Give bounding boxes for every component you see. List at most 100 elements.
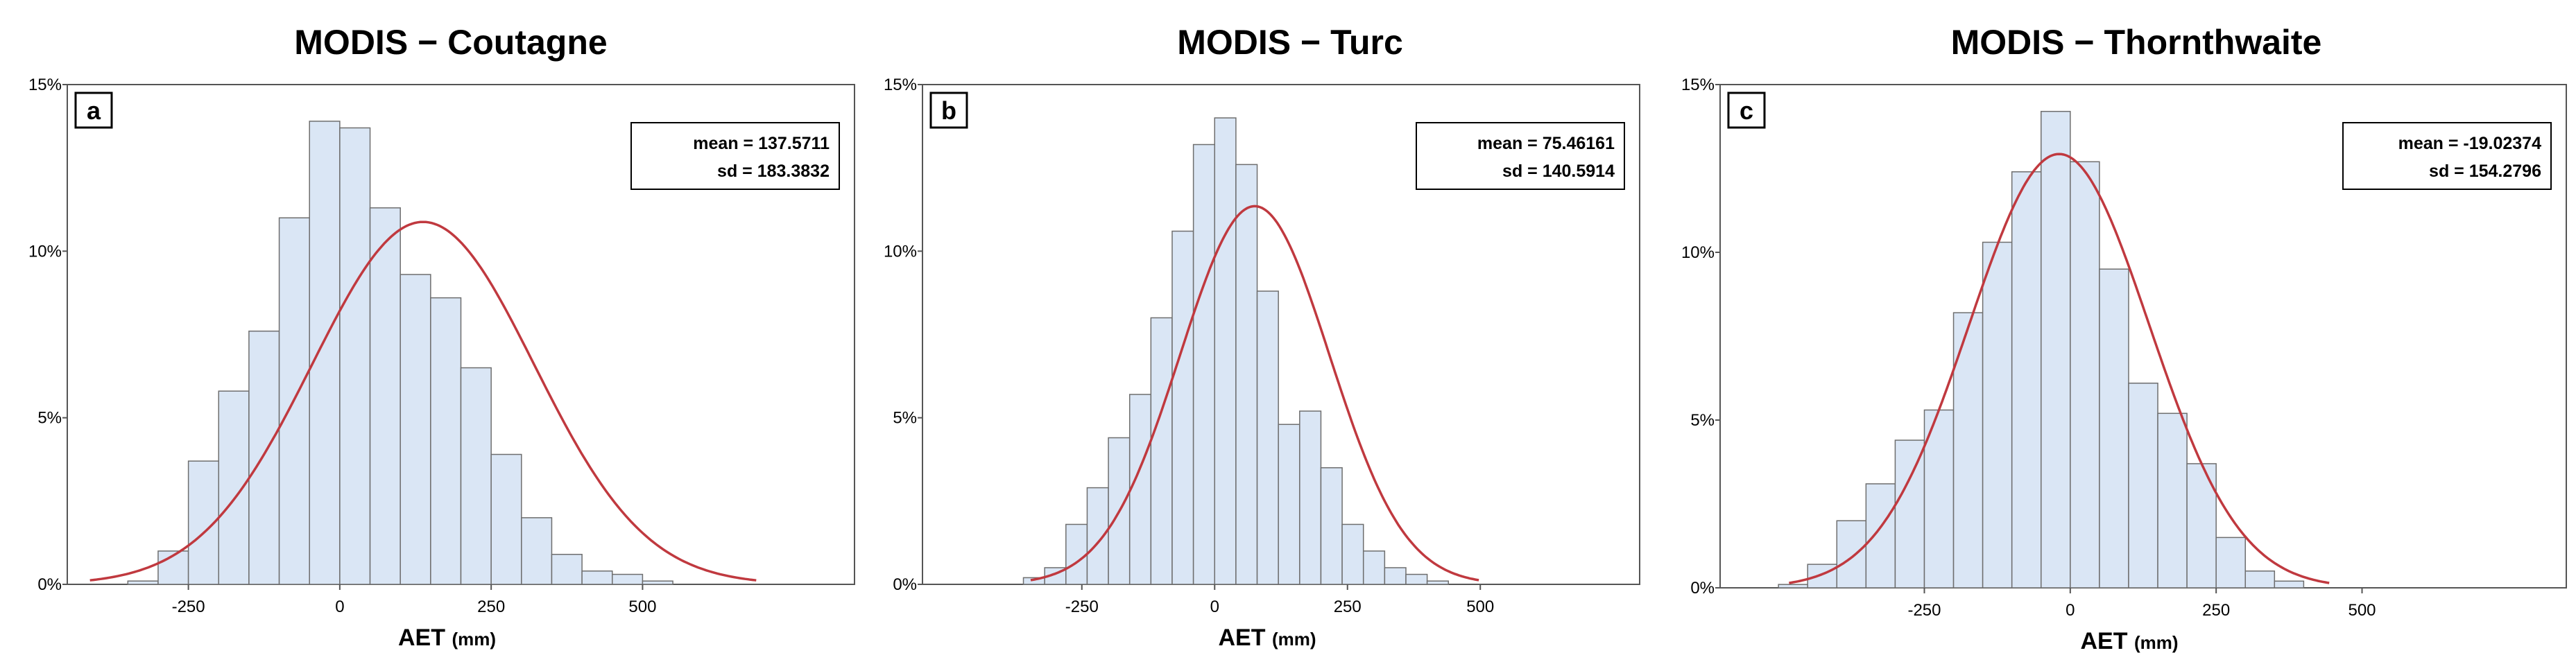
histogram-bar [1341, 523, 1364, 585]
histogram-bar [1086, 487, 1109, 585]
x-tick-label: -250 [1065, 598, 1099, 616]
y-tick-label: 15% [1681, 76, 1715, 94]
histogram-bar [1778, 584, 1808, 589]
histogram-bar [1278, 424, 1300, 585]
histogram-bar [127, 580, 159, 585]
panel-letter-box [929, 92, 968, 129]
x-tick-label: 0 [1210, 598, 1219, 616]
panel-letter-box [1727, 92, 1766, 129]
x-tick-label: 500 [1466, 598, 1494, 616]
x-axis-label-name: AET [1218, 625, 1271, 651]
y-tick-label: 15% [28, 76, 62, 94]
histogram-bar [1065, 523, 1088, 585]
histogram-bar [490, 453, 522, 585]
chart-title: MODIS − Thornthwaite [1951, 23, 2322, 62]
histogram-bar [1214, 117, 1237, 585]
x-tick-label: 500 [628, 598, 656, 616]
y-tick-label: 0% [37, 575, 62, 594]
histogram-bar [2215, 537, 2246, 589]
histogram-bar [309, 121, 341, 585]
x-tick-label: -250 [172, 598, 205, 616]
histogram-bar [1923, 409, 1955, 589]
histogram-bar [1982, 241, 2013, 589]
histogram-bar [1865, 483, 1896, 589]
histogram-bar [1150, 317, 1173, 585]
histogram-bar [2128, 383, 2158, 589]
panel-letter: c [1740, 96, 1753, 125]
histogram-bar [218, 390, 250, 585]
x-tick-label: 0 [2066, 601, 2075, 620]
x-axis-label: AET (mm) [1218, 625, 1316, 651]
y-tick-label: 5% [37, 409, 62, 428]
histogram-bar [1894, 439, 1925, 589]
stat-sd: sd = 140.5914 [1502, 162, 1615, 181]
normal-curve [1789, 152, 2330, 584]
histogram-bar [581, 570, 613, 585]
histogram-bar [460, 367, 492, 585]
histogram-bar [1192, 143, 1216, 585]
histogram-bar [1320, 467, 1343, 585]
x-tick-label: 250 [477, 598, 505, 616]
x-axis-label: AET (mm) [398, 625, 496, 651]
y-tick-label: 0% [893, 575, 917, 594]
stat-mean: mean = 137.5711 [693, 134, 830, 153]
x-tick-label: 250 [2202, 601, 2230, 620]
histogram-bar [2157, 412, 2188, 589]
histogram-bar [248, 330, 280, 585]
panel-letter-box [74, 92, 113, 129]
histogram-bar [430, 297, 462, 585]
y-tick-label: 0% [1690, 579, 1715, 598]
x-axis-label-unit: (mm) [452, 629, 496, 650]
histogram-bar [1807, 564, 1838, 589]
stats-box [1416, 122, 1625, 190]
histogram-bar [1362, 550, 1386, 585]
stat-sd: sd = 154.2796 [2429, 162, 2541, 181]
panel-letter: b [941, 96, 956, 125]
histogram-bar [1235, 164, 1258, 585]
histogram-bar [2244, 570, 2276, 589]
y-tick-label: 10% [28, 242, 62, 261]
chart-panel-a: MODIS − Coutagne 0% 5% 10% 15% -250 0 250 500 AET… [28, 23, 855, 651]
histogram-bar [2070, 161, 2100, 589]
chart-panel-b: MODIS − Turc 0% 5% 10% 15% -250 0 250 500 AET (mm… [884, 23, 1640, 651]
chart-title: MODIS − Turc [1177, 23, 1403, 62]
histogram-bar [551, 553, 583, 585]
histogram-bar [2099, 268, 2129, 589]
x-axis-label-name: AET [2080, 628, 2133, 654]
histogram-bar [339, 127, 371, 585]
stat-mean: mean = -19.02374 [2398, 134, 2541, 153]
stat-mean: mean = 75.46161 [1477, 134, 1615, 153]
x-axis-label-unit: (mm) [2134, 632, 2179, 653]
histogram-bar [1384, 567, 1407, 585]
normal-curve [1030, 204, 1479, 582]
stats-box [630, 122, 840, 190]
histogram-bar [612, 573, 644, 585]
histogram-bar [2274, 580, 2305, 589]
y-tick-label: 5% [1690, 411, 1715, 430]
chart-panel-c: MODIS − Thornthwaite 0% 5% 10% 15% -250 0 250 50… [1681, 23, 2567, 654]
histogram-bar [369, 207, 401, 585]
normal-curve [89, 220, 757, 582]
y-tick-label: 10% [884, 242, 917, 261]
histogram-bar [1405, 573, 1428, 585]
histogram-bar [400, 274, 431, 585]
histogram-bar [1171, 230, 1194, 585]
x-tick-label: 500 [2348, 601, 2376, 620]
y-tick-label: 5% [893, 409, 917, 428]
histogram-bar [642, 580, 673, 585]
histogram-bar [1256, 290, 1279, 585]
histogram-bar [1426, 580, 1450, 585]
stat-sd: sd = 183.3832 [717, 162, 830, 181]
x-tick-label: 0 [335, 598, 344, 616]
histogram-bar [1299, 410, 1322, 585]
x-axis-label-unit: (mm) [1272, 629, 1316, 650]
x-tick-label: -250 [1907, 601, 1941, 620]
x-axis-label: AET (mm) [2080, 628, 2178, 654]
x-axis-label-name: AET [398, 625, 452, 651]
histogram-bar [1836, 520, 1867, 589]
y-tick-label: 15% [884, 76, 917, 94]
x-tick-label: 250 [1334, 598, 1362, 616]
histogram-bar [521, 517, 553, 585]
